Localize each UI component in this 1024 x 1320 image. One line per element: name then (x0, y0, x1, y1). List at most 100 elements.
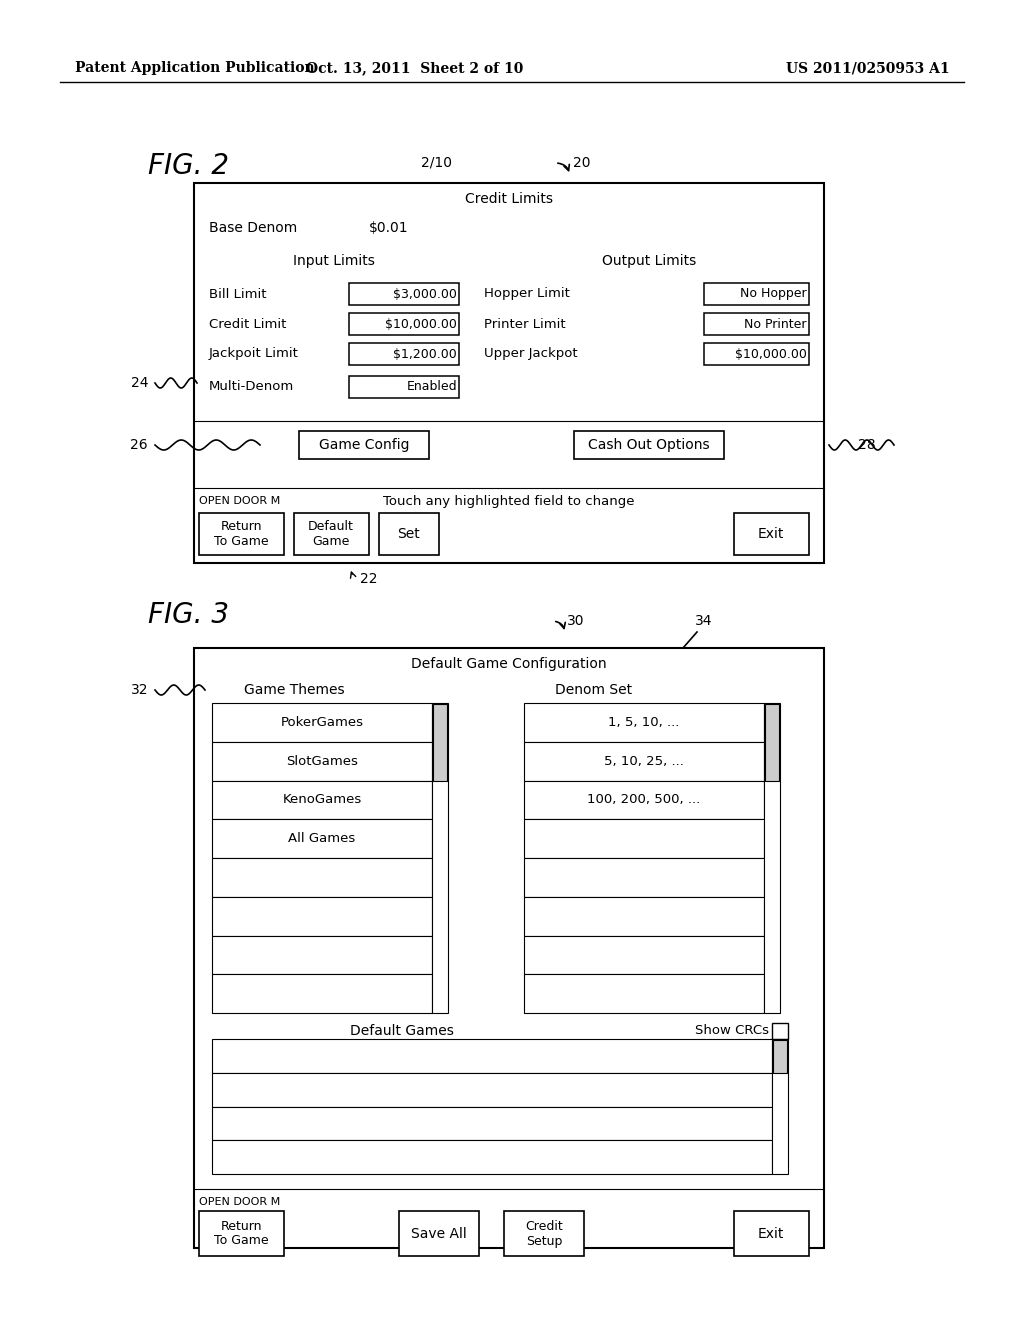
Text: 1, 5, 10, ...: 1, 5, 10, ... (608, 715, 680, 729)
Text: Denom Set: Denom Set (555, 682, 633, 697)
Text: Save All: Save All (411, 1226, 467, 1241)
Bar (574, 432, 724, 459)
Text: Jackpoit Limit: Jackpoit Limit (209, 347, 299, 360)
Text: 2/10: 2/10 (422, 156, 453, 170)
Text: FIG. 3: FIG. 3 (148, 601, 229, 630)
Bar (705, 282, 809, 305)
Bar (294, 513, 369, 554)
Text: 28: 28 (858, 438, 876, 451)
Text: Credit Limits: Credit Limits (465, 191, 553, 206)
Bar (349, 313, 459, 335)
Text: Return
To Game: Return To Game (214, 1220, 268, 1247)
Text: Return
To Game: Return To Game (214, 520, 268, 548)
Bar (212, 780, 432, 820)
Bar (212, 742, 432, 780)
Text: 100, 200, 500, ...: 100, 200, 500, ... (588, 793, 700, 807)
Bar (773, 1040, 787, 1073)
Text: $10,000.00: $10,000.00 (385, 318, 457, 330)
Text: 5, 10, 25, ...: 5, 10, 25, ... (604, 755, 684, 768)
Bar (524, 742, 764, 780)
Bar (194, 183, 824, 564)
Bar (399, 1210, 479, 1257)
Text: FIG. 2: FIG. 2 (148, 152, 229, 180)
Bar (199, 513, 284, 554)
Bar (212, 858, 432, 896)
Text: 30: 30 (567, 614, 585, 628)
Bar (199, 1210, 284, 1257)
Text: $0.01: $0.01 (369, 220, 409, 235)
Bar (212, 974, 432, 1012)
Text: Game Config: Game Config (318, 438, 410, 451)
Bar (765, 704, 779, 781)
Text: Input Limits: Input Limits (293, 253, 375, 268)
Text: 32: 32 (130, 682, 148, 697)
Bar (349, 282, 459, 305)
Bar (524, 974, 764, 1012)
Text: PokerGames: PokerGames (281, 715, 364, 729)
Bar (212, 1106, 772, 1140)
Text: Game Themes: Game Themes (244, 682, 344, 697)
Text: Output Limits: Output Limits (602, 253, 696, 268)
Text: Set: Set (397, 527, 421, 541)
Text: OPEN DOOR M: OPEN DOOR M (199, 1197, 281, 1206)
Text: No Printer: No Printer (744, 318, 807, 330)
Text: Upper Jackpot: Upper Jackpot (484, 347, 578, 360)
Text: 34: 34 (695, 614, 713, 628)
Bar (212, 1073, 772, 1106)
Bar (764, 704, 780, 1012)
Bar (379, 513, 439, 554)
Bar (349, 343, 459, 366)
Text: Credit Limit: Credit Limit (209, 318, 287, 330)
Bar (772, 1039, 788, 1173)
Bar (734, 513, 809, 554)
Text: Printer Limit: Printer Limit (484, 318, 565, 330)
Text: Hopper Limit: Hopper Limit (484, 288, 570, 301)
Bar (212, 936, 432, 974)
Text: $3,000.00: $3,000.00 (393, 288, 457, 301)
Bar (349, 376, 459, 399)
Bar (524, 896, 764, 936)
Bar (299, 432, 429, 459)
Text: Exit: Exit (758, 527, 784, 541)
Text: Bill Limit: Bill Limit (209, 288, 266, 301)
Text: Oct. 13, 2011  Sheet 2 of 10: Oct. 13, 2011 Sheet 2 of 10 (306, 61, 523, 75)
Text: Show CRCs: Show CRCs (695, 1024, 769, 1038)
Bar (212, 1140, 772, 1173)
Text: SlotGames: SlotGames (286, 755, 358, 768)
Text: Enabled: Enabled (407, 380, 457, 393)
Text: 24: 24 (130, 376, 148, 389)
Text: No Hopper: No Hopper (740, 288, 807, 301)
Bar (524, 936, 764, 974)
Text: Touch any highlighted field to change: Touch any highlighted field to change (383, 495, 635, 507)
Text: Multi-Denom: Multi-Denom (209, 380, 294, 393)
Text: OPEN DOOR M: OPEN DOOR M (199, 496, 281, 506)
Bar (524, 704, 764, 742)
Bar (524, 858, 764, 896)
Bar (772, 1023, 788, 1039)
Bar (705, 343, 809, 366)
Bar (212, 1039, 772, 1073)
Text: $10,000.00: $10,000.00 (735, 347, 807, 360)
Text: US 2011/0250953 A1: US 2011/0250953 A1 (786, 61, 950, 75)
Text: 26: 26 (130, 438, 148, 451)
Text: 22: 22 (360, 572, 378, 586)
Text: Default Games: Default Games (350, 1024, 454, 1038)
Text: Exit: Exit (758, 1226, 784, 1241)
Text: Base Denom: Base Denom (209, 220, 297, 235)
Text: KenoGames: KenoGames (283, 793, 361, 807)
Bar (705, 313, 809, 335)
Bar (524, 820, 764, 858)
Text: All Games: All Games (289, 832, 355, 845)
Text: Credit
Setup: Credit Setup (525, 1220, 563, 1247)
Bar (212, 704, 432, 742)
Bar (212, 820, 432, 858)
Text: Default
Game: Default Game (308, 520, 354, 548)
Text: Cash Out Options: Cash Out Options (588, 438, 710, 451)
Text: Patent Application Publication: Patent Application Publication (75, 61, 314, 75)
Text: 20: 20 (573, 156, 591, 170)
Text: Default Game Configuration: Default Game Configuration (412, 657, 607, 671)
Bar (524, 780, 764, 820)
Bar (212, 896, 432, 936)
Bar (432, 704, 449, 1012)
Bar (433, 704, 447, 781)
